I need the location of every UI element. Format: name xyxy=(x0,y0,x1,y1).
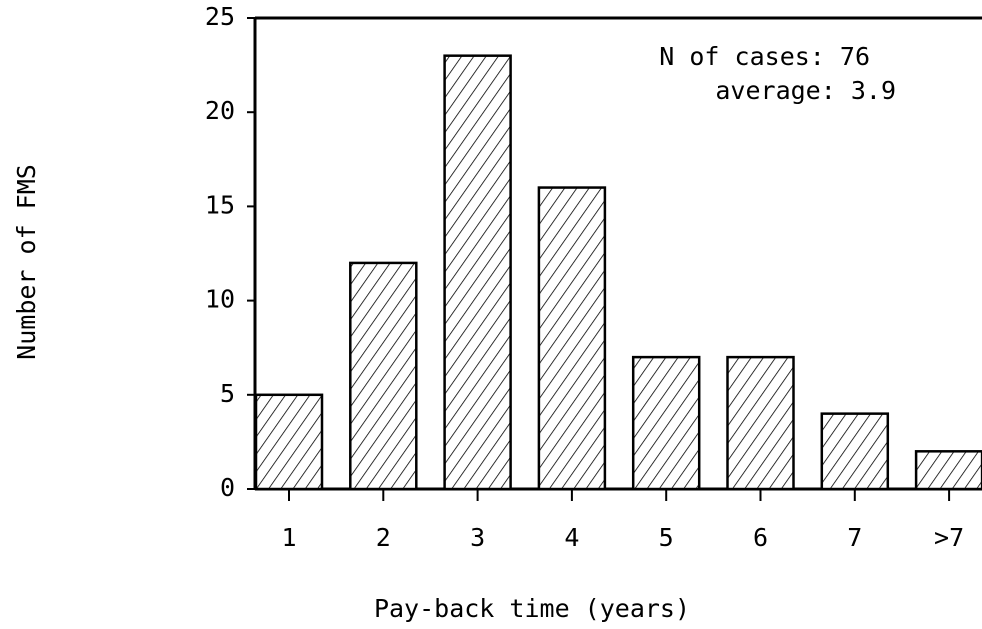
bar xyxy=(631,355,701,491)
x-tick-label: 2 xyxy=(376,523,391,552)
y-tick-label: 0 xyxy=(220,473,235,502)
y-axis-label: Number of FMS xyxy=(12,164,41,360)
annotation: average: 3.9 xyxy=(715,76,896,105)
y-tick-label: 25 xyxy=(205,2,235,31)
y-tick-label: 5 xyxy=(220,379,235,408)
x-tick-label: >7 xyxy=(934,523,964,552)
x-tick-label: 3 xyxy=(470,523,485,552)
bar xyxy=(443,54,512,491)
bar xyxy=(537,186,607,491)
annotation: N of cases: 76 xyxy=(659,42,870,71)
bar xyxy=(254,393,324,491)
bar xyxy=(349,261,418,491)
y-tick-label: 15 xyxy=(205,190,235,219)
bar xyxy=(914,450,982,491)
y-tick-label: 20 xyxy=(205,96,235,125)
x-tick-label: 4 xyxy=(564,523,579,552)
bar xyxy=(726,355,795,491)
x-tick-label: 6 xyxy=(753,523,768,552)
y-tick-label: 10 xyxy=(205,285,235,314)
x-axis-label: Pay-back time (years) xyxy=(374,594,690,623)
bar xyxy=(820,412,890,491)
x-tick-label: 1 xyxy=(281,523,296,552)
x-tick-label: 5 xyxy=(659,523,674,552)
x-tick-label: 7 xyxy=(847,523,862,552)
